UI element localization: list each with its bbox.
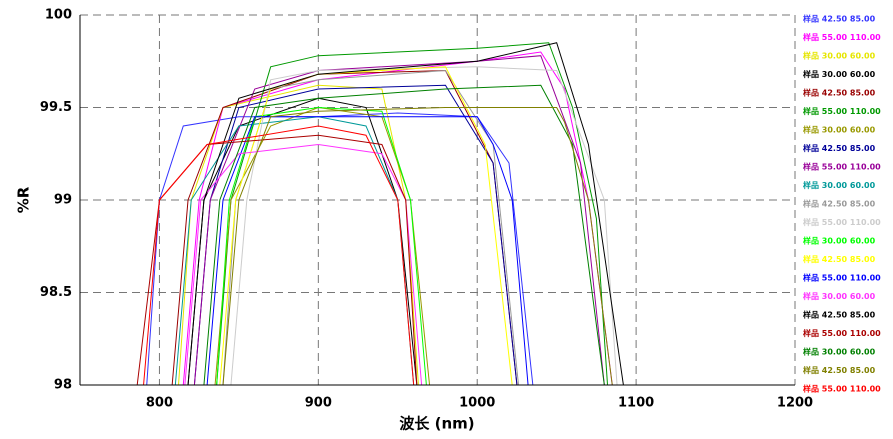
x-tick-label: 1000 [459,396,495,411]
legend-entry: 样品 42.50 85.00 [803,310,876,320]
legend-entry: 样品 42.50 85.00 [803,365,876,375]
series-line [193,84,518,385]
y-axis-label: %R [15,186,33,213]
series-line [184,143,423,385]
y-tick-label: 99.5 [40,100,72,115]
series-line [203,84,605,385]
x-axis-label: 波长 (nm) [399,415,474,433]
legend-entry: 样品 30.00 60.00 [803,51,876,61]
legend-entry: 样品 42.50 85.00 [803,199,876,209]
series-line [174,116,415,385]
series-line [193,55,605,385]
series-line [216,106,427,385]
legend-entry: 样品 42.50 85.00 [803,14,876,24]
series-line [143,125,415,385]
legend-entry: 样品 55.00 110.00 [803,328,881,338]
y-tick-label: 98.5 [40,285,72,300]
legend-entry: 样品 30.00 60.00 [803,69,876,79]
legend-entry: 样品 30.00 60.00 [803,347,876,357]
legend-entry: 样品 30.00 60.00 [803,291,876,301]
legend-entry: 样品 55.00 110.00 [803,106,881,116]
series-line [230,66,618,385]
legend-entry: 样品 55.00 110.00 [803,32,881,42]
series-line [146,112,534,385]
legend-entry: 样品 42.50 85.00 [803,254,876,264]
y-tick-label: 98 [54,378,72,393]
y-tick-label: 99 [54,193,72,208]
legend-entry: 样品 42.50 85.00 [803,143,876,153]
series-line [136,134,418,385]
legend: 样品 42.50 85.00 样品 55.00 110.00 样品 30.00 60… [803,14,881,394]
legend-entry: 样品 55.00 110.00 [803,384,881,394]
series-line [187,97,418,385]
plot-lines [136,42,624,385]
y-tick-label: 100 [45,8,72,23]
x-tick-label: 1200 [777,396,813,411]
series-line [216,42,609,385]
legend-entry: 样品 30.00 60.00 [803,180,876,190]
x-tick-label: 1100 [618,396,654,411]
legend-entry: 样品 55.00 110.00 [803,217,881,227]
legend-entry: 样品 55.00 110.00 [803,162,881,172]
legend-entry: 样品 30.00 60.00 [803,125,876,135]
legend-entry: 样品 55.00 110.00 [803,273,881,283]
legend-entry: 样品 42.50 85.00 [803,88,876,98]
series-line [214,106,431,385]
series-line [206,116,529,385]
x-tick-label: 900 [305,396,332,411]
series-line [187,42,624,385]
series-line [222,69,520,385]
legend-entry: 样品 30.00 60.00 [803,236,876,246]
series-line [222,107,613,385]
x-tick-label: 800 [146,396,173,411]
